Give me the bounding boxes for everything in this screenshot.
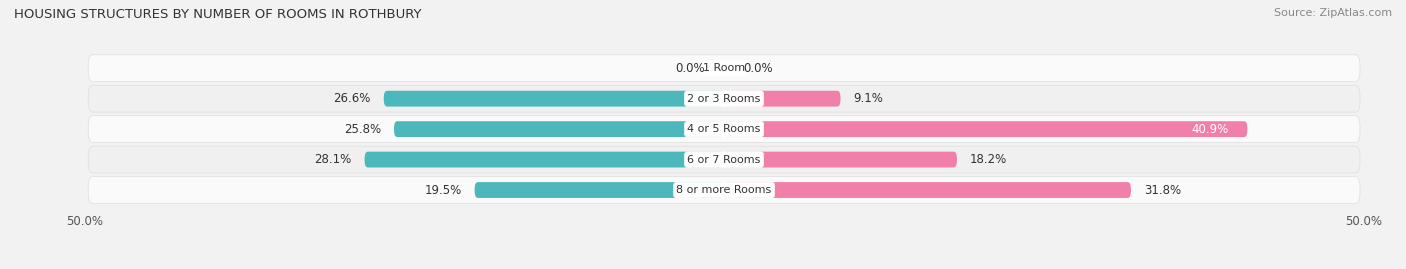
Text: Source: ZipAtlas.com: Source: ZipAtlas.com — [1274, 8, 1392, 18]
Text: 31.8%: 31.8% — [1143, 183, 1181, 197]
FancyBboxPatch shape — [724, 182, 1130, 198]
Text: 26.6%: 26.6% — [333, 92, 371, 105]
FancyBboxPatch shape — [724, 152, 957, 168]
Text: HOUSING STRUCTURES BY NUMBER OF ROOMS IN ROTHBURY: HOUSING STRUCTURES BY NUMBER OF ROOMS IN… — [14, 8, 422, 21]
Text: 25.8%: 25.8% — [344, 123, 381, 136]
Text: 2 or 3 Rooms: 2 or 3 Rooms — [688, 94, 761, 104]
Text: 28.1%: 28.1% — [315, 153, 352, 166]
FancyBboxPatch shape — [89, 85, 1360, 112]
Text: 4 or 5 Rooms: 4 or 5 Rooms — [688, 124, 761, 134]
Text: 9.1%: 9.1% — [853, 92, 883, 105]
FancyBboxPatch shape — [724, 91, 841, 107]
Text: 0.0%: 0.0% — [675, 62, 704, 75]
Text: 1 Room: 1 Room — [703, 63, 745, 73]
FancyBboxPatch shape — [394, 121, 724, 137]
FancyBboxPatch shape — [89, 146, 1360, 173]
Text: 6 or 7 Rooms: 6 or 7 Rooms — [688, 155, 761, 165]
FancyBboxPatch shape — [475, 182, 724, 198]
FancyBboxPatch shape — [364, 152, 724, 168]
FancyBboxPatch shape — [384, 91, 724, 107]
Text: 0.0%: 0.0% — [744, 62, 773, 75]
FancyBboxPatch shape — [89, 55, 1360, 82]
Text: 8 or more Rooms: 8 or more Rooms — [676, 185, 772, 195]
Text: 40.9%: 40.9% — [1191, 123, 1229, 136]
Text: 19.5%: 19.5% — [425, 183, 461, 197]
FancyBboxPatch shape — [724, 121, 1247, 137]
Text: 18.2%: 18.2% — [970, 153, 1007, 166]
FancyBboxPatch shape — [89, 116, 1360, 143]
FancyBboxPatch shape — [89, 177, 1360, 203]
